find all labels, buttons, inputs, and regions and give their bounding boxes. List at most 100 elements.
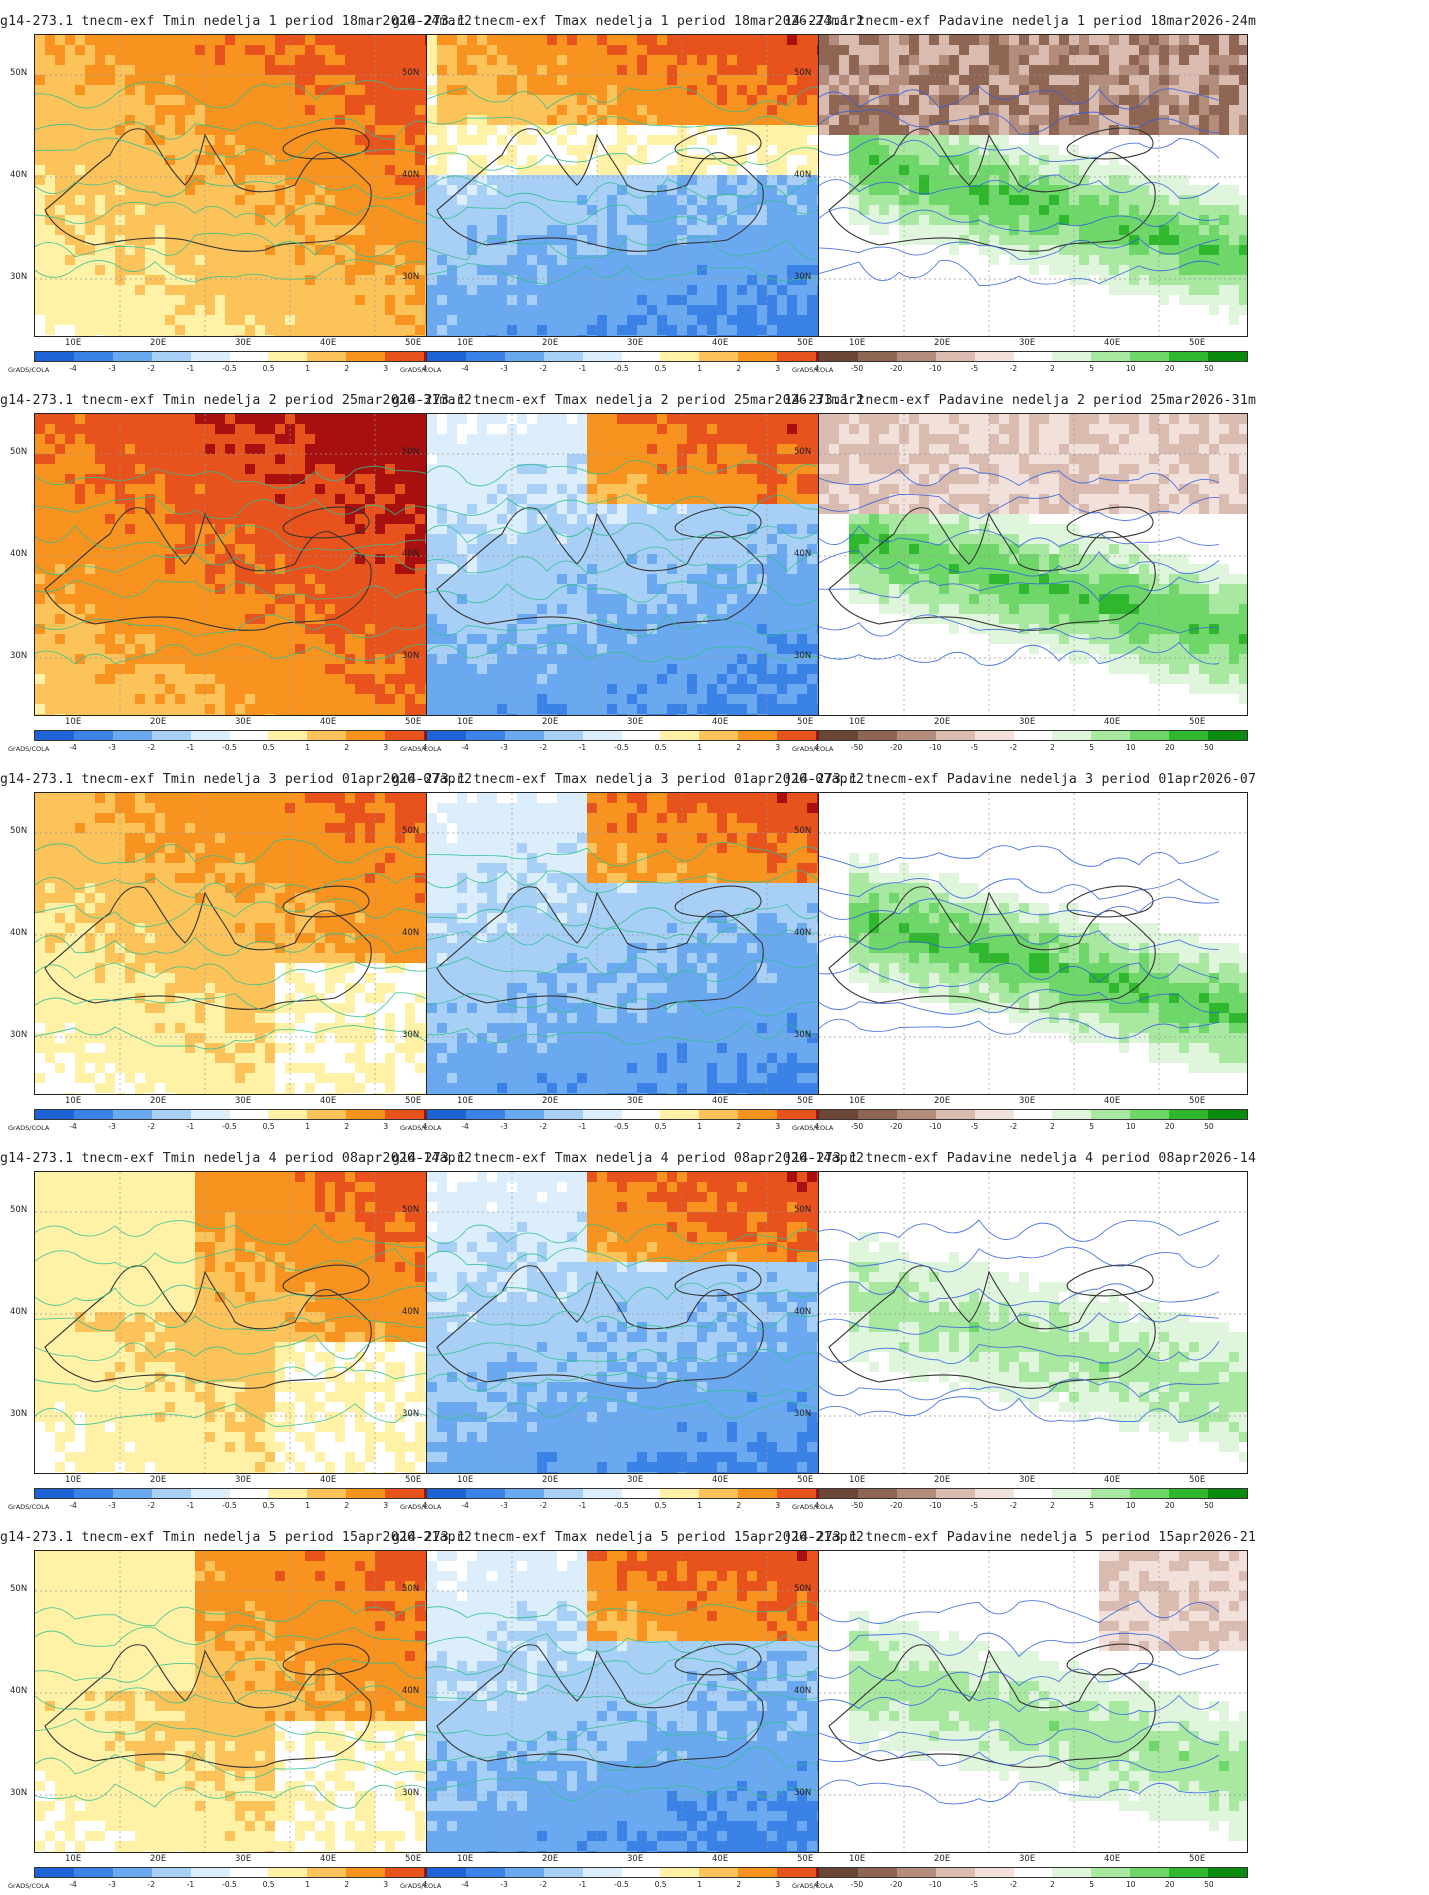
colorbar-tick-label: 0.5 bbox=[655, 1880, 667, 1889]
colorbar-tick-label: 20 bbox=[1165, 1122, 1175, 1131]
longitude-label: 20E bbox=[934, 1475, 950, 1485]
colorbar-tick-label: 0.5 bbox=[263, 1501, 275, 1510]
longitude-label: 50E bbox=[405, 1475, 421, 1485]
colorbar-swatch bbox=[465, 352, 505, 361]
colorbar-swatch bbox=[974, 731, 1014, 740]
colorbar-tick-label: 3 bbox=[775, 1501, 780, 1510]
colorbar-swatch bbox=[1052, 1110, 1092, 1119]
latitude-label: 30N bbox=[402, 1409, 419, 1419]
longitude-label: 30E bbox=[235, 338, 251, 348]
colorbar-tick-label: 20 bbox=[1165, 364, 1175, 373]
colorbar-tick-label: -2 bbox=[1010, 743, 1017, 752]
colorbar-tick-label: -2 bbox=[1010, 364, 1017, 373]
colorbar-tick-label: 4 bbox=[815, 1880, 820, 1889]
colorbar-tick-label: 0.5 bbox=[263, 1880, 275, 1889]
colorbar-swatch bbox=[935, 352, 975, 361]
longitude-label: 10E bbox=[65, 338, 81, 348]
colorbar-swatch bbox=[738, 731, 778, 740]
grads-cola-label: GrADS/COLA bbox=[400, 745, 441, 753]
colorbar-swatch bbox=[857, 1868, 897, 1877]
longitude-label: 10E bbox=[65, 717, 81, 727]
colorbar-swatch bbox=[1208, 1110, 1247, 1119]
colorbar-tick-label: -5 bbox=[971, 1122, 978, 1131]
colorbar-swatch bbox=[346, 1110, 386, 1119]
colorbar-tick-label: -2 bbox=[1010, 1880, 1017, 1889]
colorbar-swatch bbox=[1013, 1868, 1053, 1877]
longitude-label: 10E bbox=[849, 1475, 865, 1485]
colorbar-swatch bbox=[35, 352, 74, 361]
colorbar-tick-label: -0.5 bbox=[614, 1122, 629, 1131]
latitude-label: 40N bbox=[402, 1307, 419, 1317]
colorbar-swatch bbox=[427, 352, 466, 361]
longitude-label: 10E bbox=[849, 717, 865, 727]
colorbar-swatch bbox=[543, 1868, 583, 1877]
colorbar-tick-label: -4 bbox=[461, 1880, 468, 1889]
latitude-label: 30N bbox=[402, 651, 419, 661]
colorbar-tick-label: -2 bbox=[540, 1122, 547, 1131]
longitude-label: 20E bbox=[934, 1096, 950, 1106]
latitude-label: 30N bbox=[794, 1030, 811, 1040]
colorbar-swatch bbox=[268, 1110, 308, 1119]
colorbar-tick-label: 1 bbox=[305, 1122, 310, 1131]
longitude-label: 50E bbox=[405, 1854, 421, 1864]
colorbar-swatch bbox=[1169, 1110, 1209, 1119]
colorbar-tick-label: 50 bbox=[1204, 743, 1214, 752]
colorbar-swatch bbox=[346, 731, 386, 740]
colorbar-swatch bbox=[229, 1868, 269, 1877]
colorbar-tick-label: 4 bbox=[815, 1122, 820, 1131]
colorbar bbox=[818, 1867, 1248, 1878]
colorbar-swatch bbox=[504, 731, 544, 740]
longitude-label: 30E bbox=[627, 717, 643, 727]
colorbar-tick-label: -50 bbox=[851, 743, 863, 752]
map-field-svg bbox=[819, 35, 1247, 336]
grads-cola-label: GrADS/COLA bbox=[792, 1503, 833, 1511]
colorbar-tick-label: 0.5 bbox=[263, 743, 275, 752]
latitude-label: 30N bbox=[794, 1788, 811, 1798]
latitude-label: 30N bbox=[402, 1788, 419, 1798]
colorbar bbox=[426, 1109, 856, 1120]
latitude-label: 40N bbox=[794, 549, 811, 559]
longitude-label: 30E bbox=[1019, 717, 1035, 727]
colorbar-swatch bbox=[229, 1489, 269, 1498]
colorbar-tick-label: -1 bbox=[187, 1880, 194, 1889]
colorbar-tick-label: 4 bbox=[423, 1880, 428, 1889]
longitude-label: 10E bbox=[457, 1475, 473, 1485]
colorbar-tick-label: 3 bbox=[775, 1122, 780, 1131]
colorbar-swatch bbox=[190, 1110, 230, 1119]
colorbar-swatch bbox=[974, 1110, 1014, 1119]
colorbar-swatch bbox=[1052, 731, 1092, 740]
colorbar-swatch bbox=[582, 1110, 622, 1119]
latitude-label: 40N bbox=[10, 170, 27, 180]
colorbar-tick-label: 3 bbox=[383, 1122, 388, 1131]
longitude-label: 40E bbox=[712, 1475, 728, 1485]
colorbar-tick-label: 0.5 bbox=[655, 1501, 667, 1510]
longitude-label: 20E bbox=[542, 338, 558, 348]
colorbar-tick-label: -10 bbox=[929, 1501, 941, 1510]
colorbar-swatch bbox=[1052, 1868, 1092, 1877]
colorbar-tick-label: 0.5 bbox=[263, 1122, 275, 1131]
colorbar-tick-label: 3 bbox=[775, 1880, 780, 1889]
latitude-label: 50N bbox=[794, 1584, 811, 1594]
map-field-svg bbox=[819, 1551, 1247, 1852]
colorbar-tick-label: -3 bbox=[500, 1880, 507, 1889]
colorbar-swatch bbox=[777, 731, 817, 740]
colorbar-swatch bbox=[1130, 352, 1170, 361]
colorbar-tick-label: -20 bbox=[890, 364, 902, 373]
colorbar-swatch bbox=[896, 1868, 936, 1877]
longitude-label: 50E bbox=[1189, 1854, 1205, 1864]
longitude-label: 20E bbox=[150, 1854, 166, 1864]
colorbar-tick-label: -1 bbox=[187, 743, 194, 752]
colorbar-swatch bbox=[582, 352, 622, 361]
colorbar bbox=[818, 351, 1248, 362]
colorbar-tick-label: 50 bbox=[1204, 1501, 1214, 1510]
colorbar-swatch bbox=[229, 1110, 269, 1119]
panel-title: 14-273.1 tnecm-exf Padavine nedelja 1 pe… bbox=[784, 14, 1256, 34]
colorbar-swatch bbox=[935, 1489, 975, 1498]
colorbar-swatch bbox=[73, 1868, 113, 1877]
longitude-label: 20E bbox=[934, 1854, 950, 1864]
colorbar-tick-label: -3 bbox=[108, 1501, 115, 1510]
longitude-label: 10E bbox=[457, 1096, 473, 1106]
panel-title: ј14-273.1 tnecm-exf Padavine nedelja 3 p… bbox=[784, 772, 1256, 792]
colorbar-tick-label: -20 bbox=[890, 1122, 902, 1131]
colorbar-tick-label: -3 bbox=[500, 1501, 507, 1510]
